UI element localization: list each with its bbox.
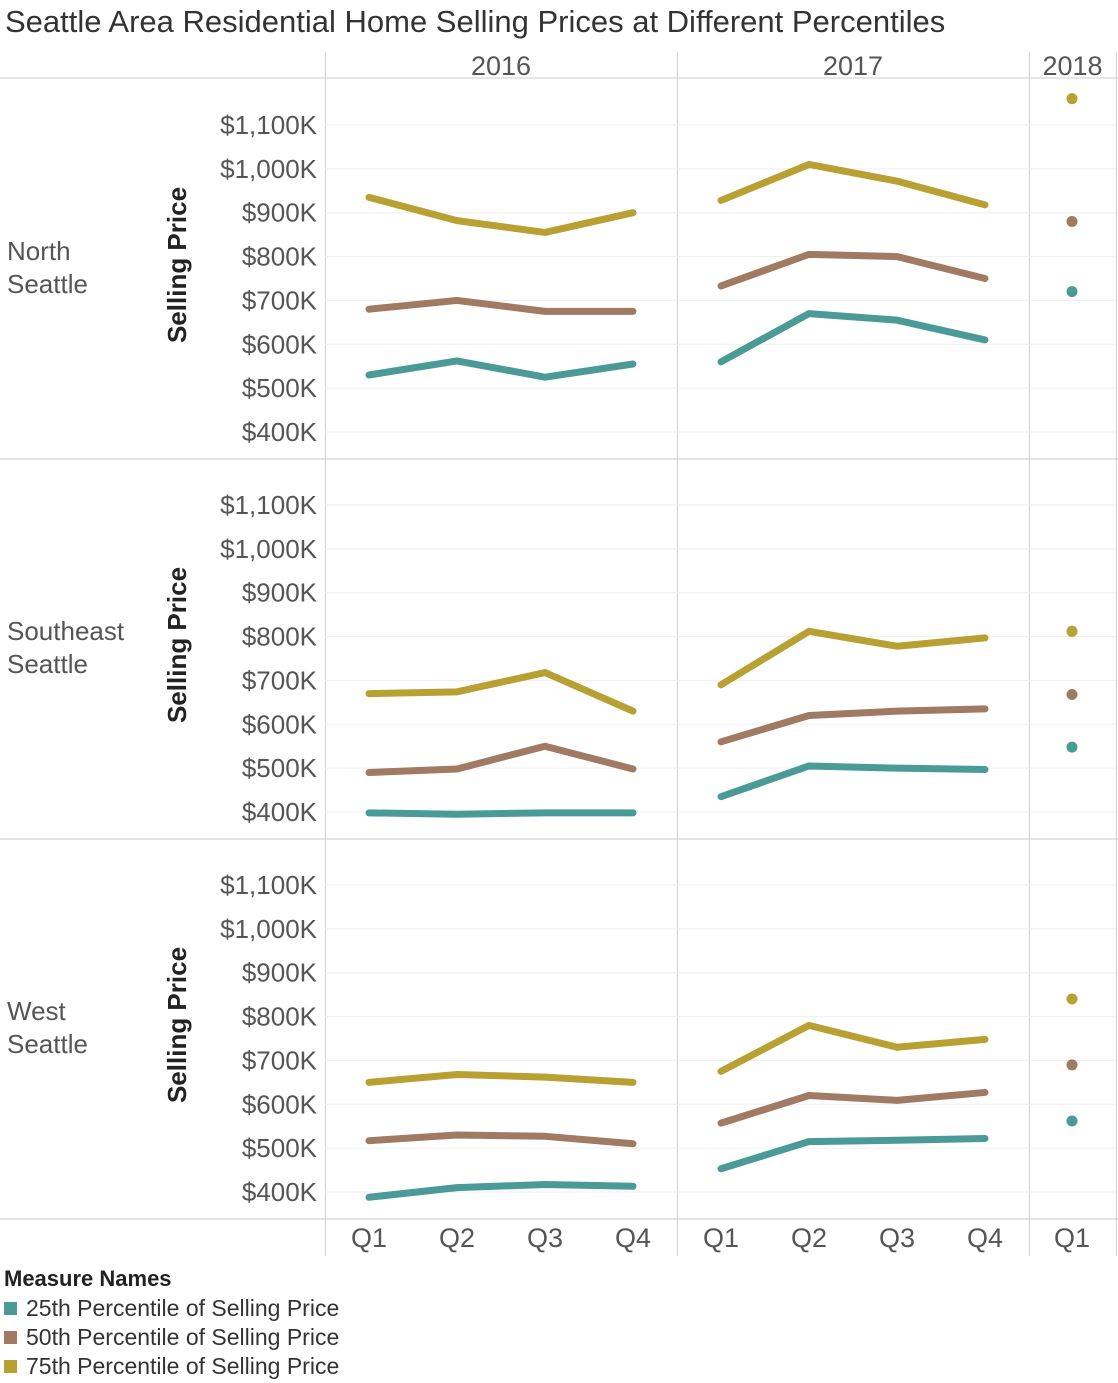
data-point — [1066, 741, 1078, 753]
x-tick-label: Q2 — [439, 1223, 475, 1253]
year-header: 2016 — [471, 51, 531, 81]
legend-item-75th[interactable]: 75th Percentile of Selling Price — [4, 1352, 339, 1381]
series-line — [717, 160, 989, 209]
y-tick-label: $400K — [242, 417, 318, 447]
x-tick-label: Q3 — [527, 1223, 563, 1253]
legend-label-50th: 50th Percentile of Selling Price — [26, 1324, 340, 1350]
year-header: 2018 — [1042, 51, 1102, 81]
series-line — [717, 1134, 989, 1173]
series-line — [717, 1021, 989, 1075]
data-point — [1066, 286, 1078, 298]
data-point — [1066, 688, 1078, 700]
y-tick-label: $1,000K — [220, 914, 318, 944]
y-tick-label: $900K — [242, 198, 318, 228]
legend-swatch-50th — [4, 1331, 17, 1344]
legend-label-25th: 25th Percentile of Selling Price — [26, 1295, 340, 1321]
y-tick-label: $600K — [242, 709, 318, 739]
series-line — [717, 627, 989, 689]
x-tick-label: Q1 — [1054, 1223, 1090, 1253]
y-tick-label: $800K — [242, 622, 318, 652]
y-tick-label: $700K — [242, 1045, 318, 1075]
series-line — [717, 705, 989, 746]
legend-swatch-75th — [4, 1360, 17, 1373]
x-tick-label: Q4 — [967, 1223, 1003, 1253]
series-line — [717, 250, 989, 290]
data-point — [1066, 1059, 1078, 1071]
y-tick-label: $900K — [242, 578, 318, 608]
series-line — [365, 1181, 637, 1201]
y-tick-label: $500K — [242, 753, 318, 783]
series-line — [365, 669, 637, 715]
region-label: Seattle — [7, 1029, 88, 1059]
legend: Measure Names 25th Percentile of Selling… — [4, 1266, 339, 1381]
x-tick-label: Q1 — [703, 1223, 739, 1253]
legend-title: Measure Names — [4, 1266, 172, 1291]
y-tick-label: $800K — [242, 242, 318, 272]
y-tick-label: $900K — [242, 958, 318, 988]
series-line — [717, 762, 989, 801]
series-line — [365, 809, 637, 818]
series-line — [365, 1070, 637, 1086]
legend-swatch-25th — [4, 1302, 17, 1315]
y-tick-label: $600K — [242, 1089, 318, 1119]
data-point — [1066, 1115, 1078, 1127]
series-line — [365, 742, 637, 777]
x-tick-label: Q4 — [615, 1223, 651, 1253]
y-tick-label: $500K — [242, 1133, 318, 1163]
series-line — [717, 1088, 989, 1127]
series-line — [365, 193, 637, 236]
y-tick-label: $700K — [242, 665, 318, 695]
data-point — [1066, 625, 1078, 637]
y-tick-label: $400K — [242, 797, 318, 827]
y-tick-label: $400K — [242, 1177, 318, 1207]
y-axis-title: Selling Price — [162, 567, 192, 723]
series-line — [365, 1131, 637, 1148]
y-tick-label: $1,000K — [220, 534, 318, 564]
y-tick-label: $500K — [242, 373, 318, 403]
y-tick-label: $700K — [242, 285, 318, 315]
data-point — [1066, 93, 1078, 105]
y-tick-label: $600K — [242, 329, 318, 359]
x-tick-label: Q1 — [351, 1223, 387, 1253]
y-tick-label: $1,100K — [220, 110, 318, 140]
series-line — [365, 357, 637, 381]
region-label: Southeast — [7, 616, 125, 646]
data-point — [1066, 993, 1078, 1005]
region-label: Seattle — [7, 649, 88, 679]
y-axis-title: Selling Price — [162, 947, 192, 1103]
chart-title: Seattle Area Residential Home Selling Pr… — [5, 4, 946, 39]
legend-label-75th: 75th Percentile of Selling Price — [26, 1353, 340, 1379]
y-tick-label: $1,100K — [220, 490, 318, 520]
series-line — [717, 310, 989, 366]
legend-item-25th[interactable]: 25th Percentile of Selling Price — [4, 1294, 339, 1323]
y-tick-label: $1,000K — [220, 154, 318, 184]
year-header: 2017 — [823, 51, 883, 81]
region-label: North — [7, 236, 71, 266]
series-line — [365, 296, 637, 315]
legend-item-50th[interactable]: 50th Percentile of Selling Price — [4, 1323, 339, 1352]
x-tick-label: Q3 — [879, 1223, 915, 1253]
x-tick-label: Q2 — [791, 1223, 827, 1253]
y-tick-label: $1,100K — [220, 870, 318, 900]
region-label: West — [7, 996, 67, 1026]
y-tick-label: $800K — [242, 1002, 318, 1032]
y-axis-title: Selling Price — [162, 187, 192, 343]
data-point — [1066, 215, 1078, 227]
region-label: Seattle — [7, 269, 88, 299]
